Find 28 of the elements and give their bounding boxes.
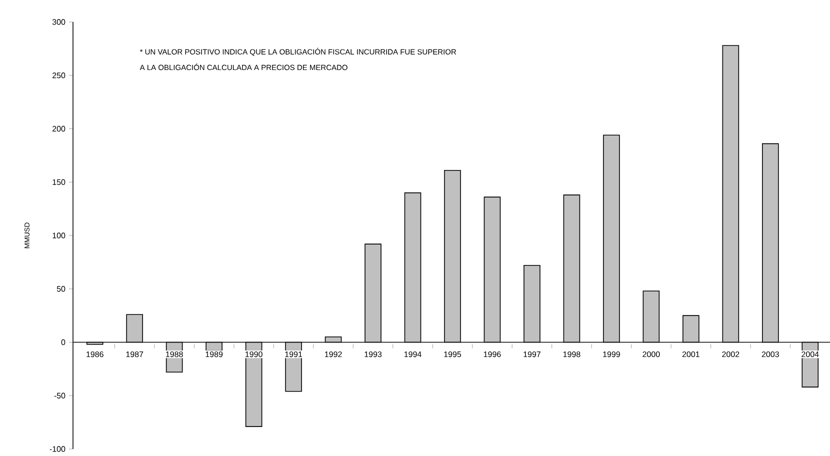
y-tick-label: 200 <box>52 126 66 132</box>
x-tick-label: 1987 <box>126 351 144 358</box>
x-tick-label: 1998 <box>563 351 580 358</box>
x-tick-label: 1992 <box>325 351 342 358</box>
y-tick-label: 300 <box>52 19 66 25</box>
x-tick-label: 1988 <box>166 351 183 358</box>
y-tick-label: 100 <box>52 232 66 238</box>
x-tick-label: 1986 <box>86 351 104 358</box>
y-tick-label: 250 <box>52 72 66 78</box>
x-tick-label: 1995 <box>444 351 462 358</box>
x-tick-label: 2002 <box>722 351 740 358</box>
x-tick-label: 2004 <box>802 351 819 358</box>
y-tick-label: -50 <box>54 392 66 398</box>
x-tick-label: 2001 <box>682 351 700 358</box>
x-tick-label: 2003 <box>762 351 779 358</box>
x-tick-label: 1989 <box>206 351 223 358</box>
y-tick-label: -100 <box>50 446 66 452</box>
x-tick-label: 1994 <box>404 351 422 358</box>
x-tick-label: 1990 <box>246 351 262 358</box>
y-tick-label: 150 <box>52 179 66 185</box>
x-tick-label: 1996 <box>484 351 501 358</box>
x-tick-label: 2000 <box>642 351 660 358</box>
y-tick-label: 0 <box>61 339 66 346</box>
x-tick-label: 1991 <box>285 351 302 358</box>
y-tick-label: 50 <box>56 286 66 292</box>
x-tick-label: 1999 <box>603 351 620 358</box>
x-tick-label: 1997 <box>524 351 540 358</box>
x-tick-label: 1993 <box>364 351 382 358</box>
